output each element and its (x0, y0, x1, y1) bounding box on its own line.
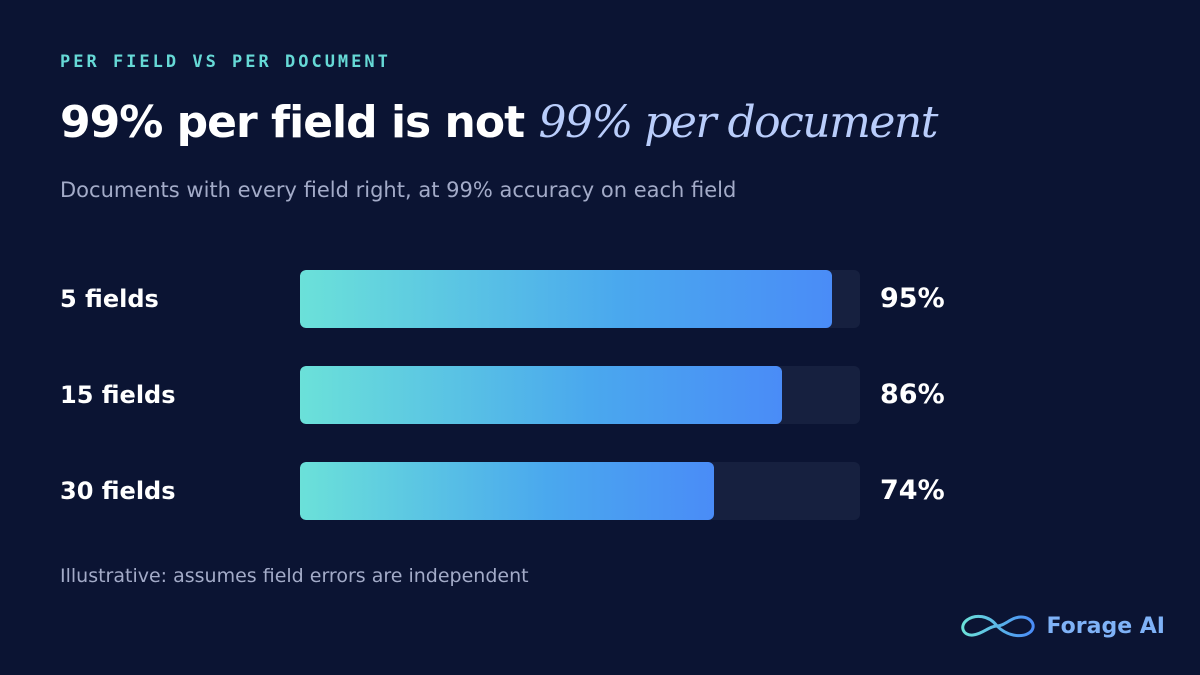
bar-fill (300, 270, 832, 328)
bar-track (300, 462, 860, 520)
brand-name: Forage AI (1046, 613, 1166, 639)
eyebrow-label: PER FIELD VS PER DOCUMENT (60, 52, 391, 72)
chart-title-accent: 99% per document (538, 97, 938, 148)
chart-title-main: 99% per field is not (60, 97, 525, 148)
bar-category-label: 5 fields (60, 285, 159, 313)
brand-logo: Forage AI (955, 608, 1166, 644)
bar-fill (300, 366, 782, 424)
bar-value-label: 86% (880, 379, 945, 410)
bar-row: 5 fields 95% (0, 270, 1200, 328)
chart-subtitle: Documents with every field right, at 99%… (60, 178, 737, 202)
bar-value-label: 74% (880, 475, 945, 506)
bar-category-label: 15 fields (60, 381, 176, 409)
bar-track (300, 270, 860, 328)
chart-title: 99% per field is not 99% per document (60, 93, 938, 153)
infinity-logo-icon (960, 614, 1035, 638)
bar-value-label: 95% (880, 283, 945, 314)
bar-row: 15 fields 86% (0, 366, 1200, 424)
bar-track (300, 366, 860, 424)
footnote: Illustrative: assumes field errors are i… (60, 565, 529, 587)
bar-row: 30 fields 74% (0, 462, 1200, 520)
bar-fill (300, 462, 715, 520)
bar-category-label: 30 fields (60, 477, 176, 505)
